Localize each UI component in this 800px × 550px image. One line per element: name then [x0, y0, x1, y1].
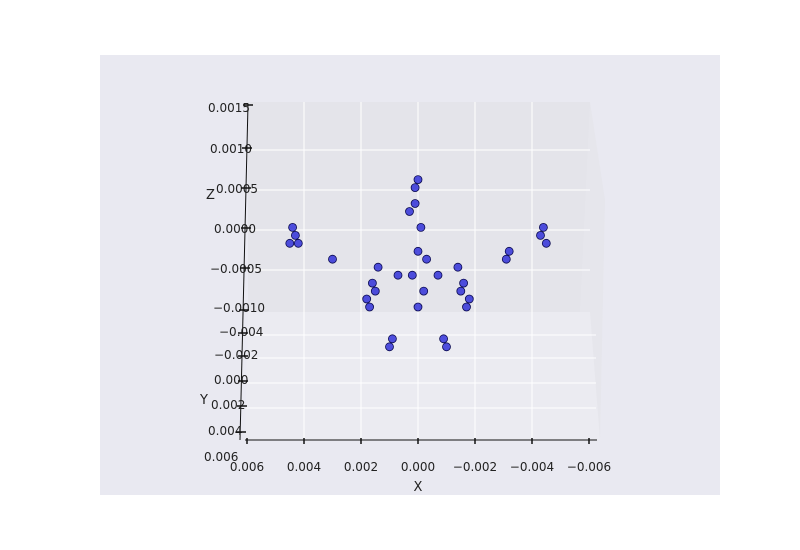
data-point	[504, 246, 514, 256]
data-point	[459, 278, 469, 288]
x-tick-label: 0.002	[344, 460, 378, 474]
data-point	[422, 254, 432, 264]
data-point	[393, 270, 403, 280]
z-tick-label: 0.0015	[208, 101, 250, 115]
data-point	[290, 230, 300, 240]
x-axis-label: X	[414, 480, 423, 495]
data-point	[456, 286, 466, 296]
y-tick-label: 0.006	[204, 450, 238, 464]
z-tick-label: 0.0010	[210, 142, 252, 156]
data-point	[293, 238, 303, 248]
y-tick-label: 0.004	[208, 424, 242, 438]
x-tick-label: −0.006	[567, 460, 611, 474]
data-point	[367, 278, 377, 288]
data-point	[370, 286, 380, 296]
data-point	[373, 262, 383, 272]
z-tick-label: 0.0005	[216, 182, 258, 196]
z-tick-label: −0.0010	[213, 301, 265, 315]
data-point	[541, 238, 551, 248]
data-point	[413, 246, 423, 256]
data-point	[285, 238, 295, 248]
data-point	[405, 207, 414, 216]
data-point	[365, 302, 375, 312]
data-point	[385, 342, 394, 352]
y-axis-label: Y	[199, 393, 208, 408]
data-point	[413, 175, 423, 185]
data-point	[328, 254, 337, 264]
data-point	[453, 262, 463, 272]
x-tick-label: −0.004	[510, 460, 554, 474]
data-point	[410, 183, 420, 193]
z-tick-label: −0.0005	[210, 262, 262, 276]
z-axis-label: Z	[206, 188, 215, 203]
data-point	[442, 342, 451, 352]
floor-pane	[245, 312, 600, 440]
data-point	[288, 222, 298, 232]
z-tick-label: 0.0000	[214, 222, 256, 236]
y-tick-label: 0.002	[211, 398, 245, 412]
data-point	[407, 270, 417, 280]
y-tick-label: −0.004	[219, 325, 263, 339]
y-tick-label: 0.000	[214, 373, 248, 387]
data-points	[285, 175, 551, 352]
right-pane	[580, 102, 605, 440]
data-point	[362, 294, 372, 304]
y-tick-label: −0.002	[214, 348, 258, 362]
data-point	[536, 230, 545, 240]
data-point	[464, 294, 474, 304]
data-point	[419, 286, 429, 296]
x-tick-label: 0.004	[287, 460, 321, 474]
data-point	[387, 334, 397, 344]
data-point	[501, 254, 511, 264]
tick-marks	[236, 104, 590, 444]
back-pane	[248, 102, 590, 312]
z-axis-ticks: 0.0015 0.0010 0.0005 0.0000 −0.0005 −0.0…	[208, 101, 265, 315]
data-point	[410, 199, 420, 208]
data-point	[416, 222, 426, 232]
grid-lines	[246, 102, 596, 440]
z-axis-line	[239, 103, 249, 441]
x-tick-label: −0.002	[453, 460, 497, 474]
x-tick-label: 0.000	[401, 460, 435, 474]
data-point	[439, 334, 449, 344]
y-axis-ticks: −0.004 −0.002 0.000 0.002 0.004 0.006	[204, 325, 263, 464]
data-point	[462, 302, 471, 312]
x-axis-ticks: 0.006 0.004 0.002 0.000 −0.002 −0.004 −0…	[230, 460, 611, 474]
data-point	[433, 270, 443, 280]
data-point	[413, 302, 423, 312]
data-point	[539, 222, 548, 232]
x-tick-label: 0.006	[230, 460, 264, 474]
